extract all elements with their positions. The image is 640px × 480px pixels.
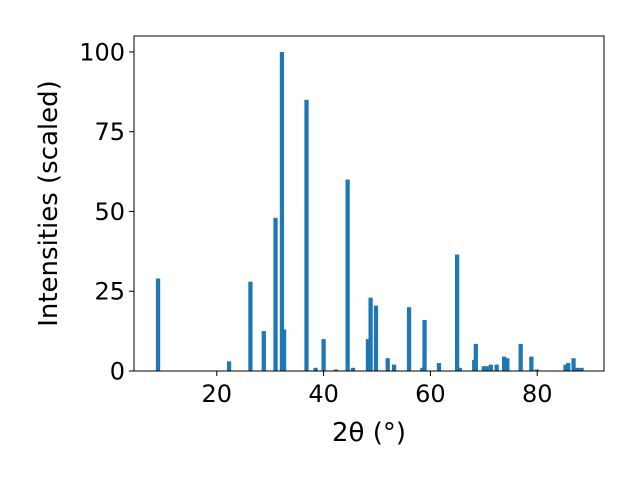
bar [313,367,318,371]
bar [563,364,568,371]
bar [579,367,584,371]
x-tick-label: 20 [202,380,233,408]
bar [484,366,489,371]
bar [436,363,442,371]
bar [454,254,460,371]
bar [385,358,390,371]
bar [281,329,287,371]
bar [321,339,326,371]
bar [473,343,478,371]
y-tick-label: 50 [94,198,125,226]
bar [534,369,539,371]
bar [226,361,232,371]
bar [373,305,379,371]
bar [457,367,462,371]
y-ticks: 0 25 50 75 100 [79,38,134,386]
y-tick-label: 100 [79,38,125,66]
bar [571,358,576,371]
y-tick-label: 75 [94,118,125,146]
bar [422,319,427,371]
bars-group [155,51,584,372]
bar [501,356,507,371]
bar [488,364,493,371]
bar [575,367,580,371]
bar [481,366,486,371]
bar [261,331,266,371]
y-tick-label: 25 [94,278,125,306]
bar [350,367,356,371]
bar [494,364,499,371]
x-tick-label: 60 [415,380,446,408]
bar [518,343,523,371]
x-axis-label: 2θ (°) [332,418,406,448]
x-tick-label: 40 [308,380,339,408]
bar [304,99,309,372]
plot-frame [133,35,605,372]
bar [279,51,285,371]
x-tick-label: 80 [522,380,553,408]
bar [529,356,534,371]
bar [155,278,161,371]
bar [406,307,412,371]
bar [345,179,350,371]
bar [368,297,373,371]
bar [391,364,397,371]
bar [273,217,278,371]
y-tick-label: 0 [110,358,125,386]
bar [365,339,371,371]
y-axis-label: Intensities (scaled) [34,80,64,327]
x-ticks: 20 40 60 80 [202,371,553,408]
bar [333,369,339,371]
bar [248,281,253,371]
bar [505,358,510,371]
bar [566,363,571,371]
